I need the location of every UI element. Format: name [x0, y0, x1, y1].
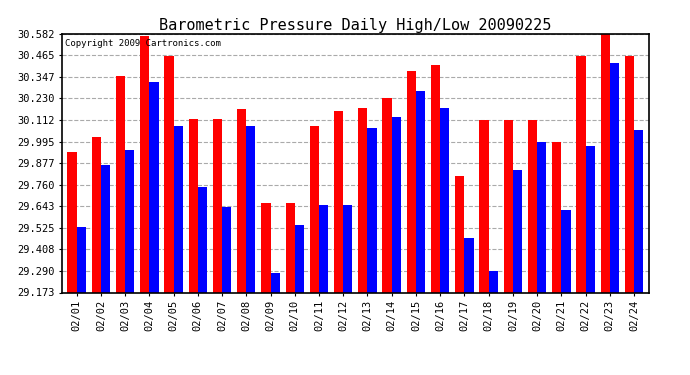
Bar: [455, 176, 464, 292]
Bar: [125, 150, 135, 292]
Bar: [92, 137, 101, 292]
Bar: [489, 271, 498, 292]
Bar: [552, 142, 562, 292]
Bar: [358, 108, 368, 292]
Bar: [198, 186, 207, 292]
Bar: [431, 65, 440, 292]
Bar: [77, 227, 86, 292]
Bar: [368, 128, 377, 292]
Bar: [634, 130, 643, 292]
Bar: [164, 56, 174, 292]
Bar: [149, 82, 159, 292]
Bar: [406, 71, 416, 292]
Bar: [416, 91, 425, 292]
Bar: [237, 110, 246, 292]
Bar: [528, 120, 537, 292]
Bar: [270, 273, 279, 292]
Bar: [586, 146, 595, 292]
Bar: [562, 210, 571, 292]
Bar: [537, 142, 546, 292]
Bar: [392, 117, 401, 292]
Bar: [68, 152, 77, 292]
Bar: [116, 76, 125, 292]
Bar: [213, 118, 222, 292]
Bar: [319, 205, 328, 292]
Bar: [464, 238, 473, 292]
Bar: [504, 120, 513, 292]
Bar: [262, 203, 270, 292]
Bar: [101, 165, 110, 292]
Text: Copyright 2009 Cartronics.com: Copyright 2009 Cartronics.com: [65, 39, 221, 48]
Bar: [246, 126, 255, 292]
Bar: [222, 207, 231, 292]
Title: Barometric Pressure Daily High/Low 20090225: Barometric Pressure Daily High/Low 20090…: [159, 18, 551, 33]
Bar: [295, 225, 304, 292]
Bar: [600, 34, 610, 292]
Bar: [610, 63, 619, 292]
Bar: [480, 120, 489, 292]
Bar: [513, 170, 522, 292]
Bar: [174, 126, 183, 292]
Bar: [440, 108, 449, 292]
Bar: [576, 56, 586, 292]
Bar: [625, 56, 634, 292]
Bar: [188, 118, 198, 292]
Bar: [286, 203, 295, 292]
Bar: [334, 111, 343, 292]
Bar: [140, 36, 149, 292]
Bar: [382, 98, 392, 292]
Bar: [343, 205, 353, 292]
Bar: [310, 126, 319, 292]
